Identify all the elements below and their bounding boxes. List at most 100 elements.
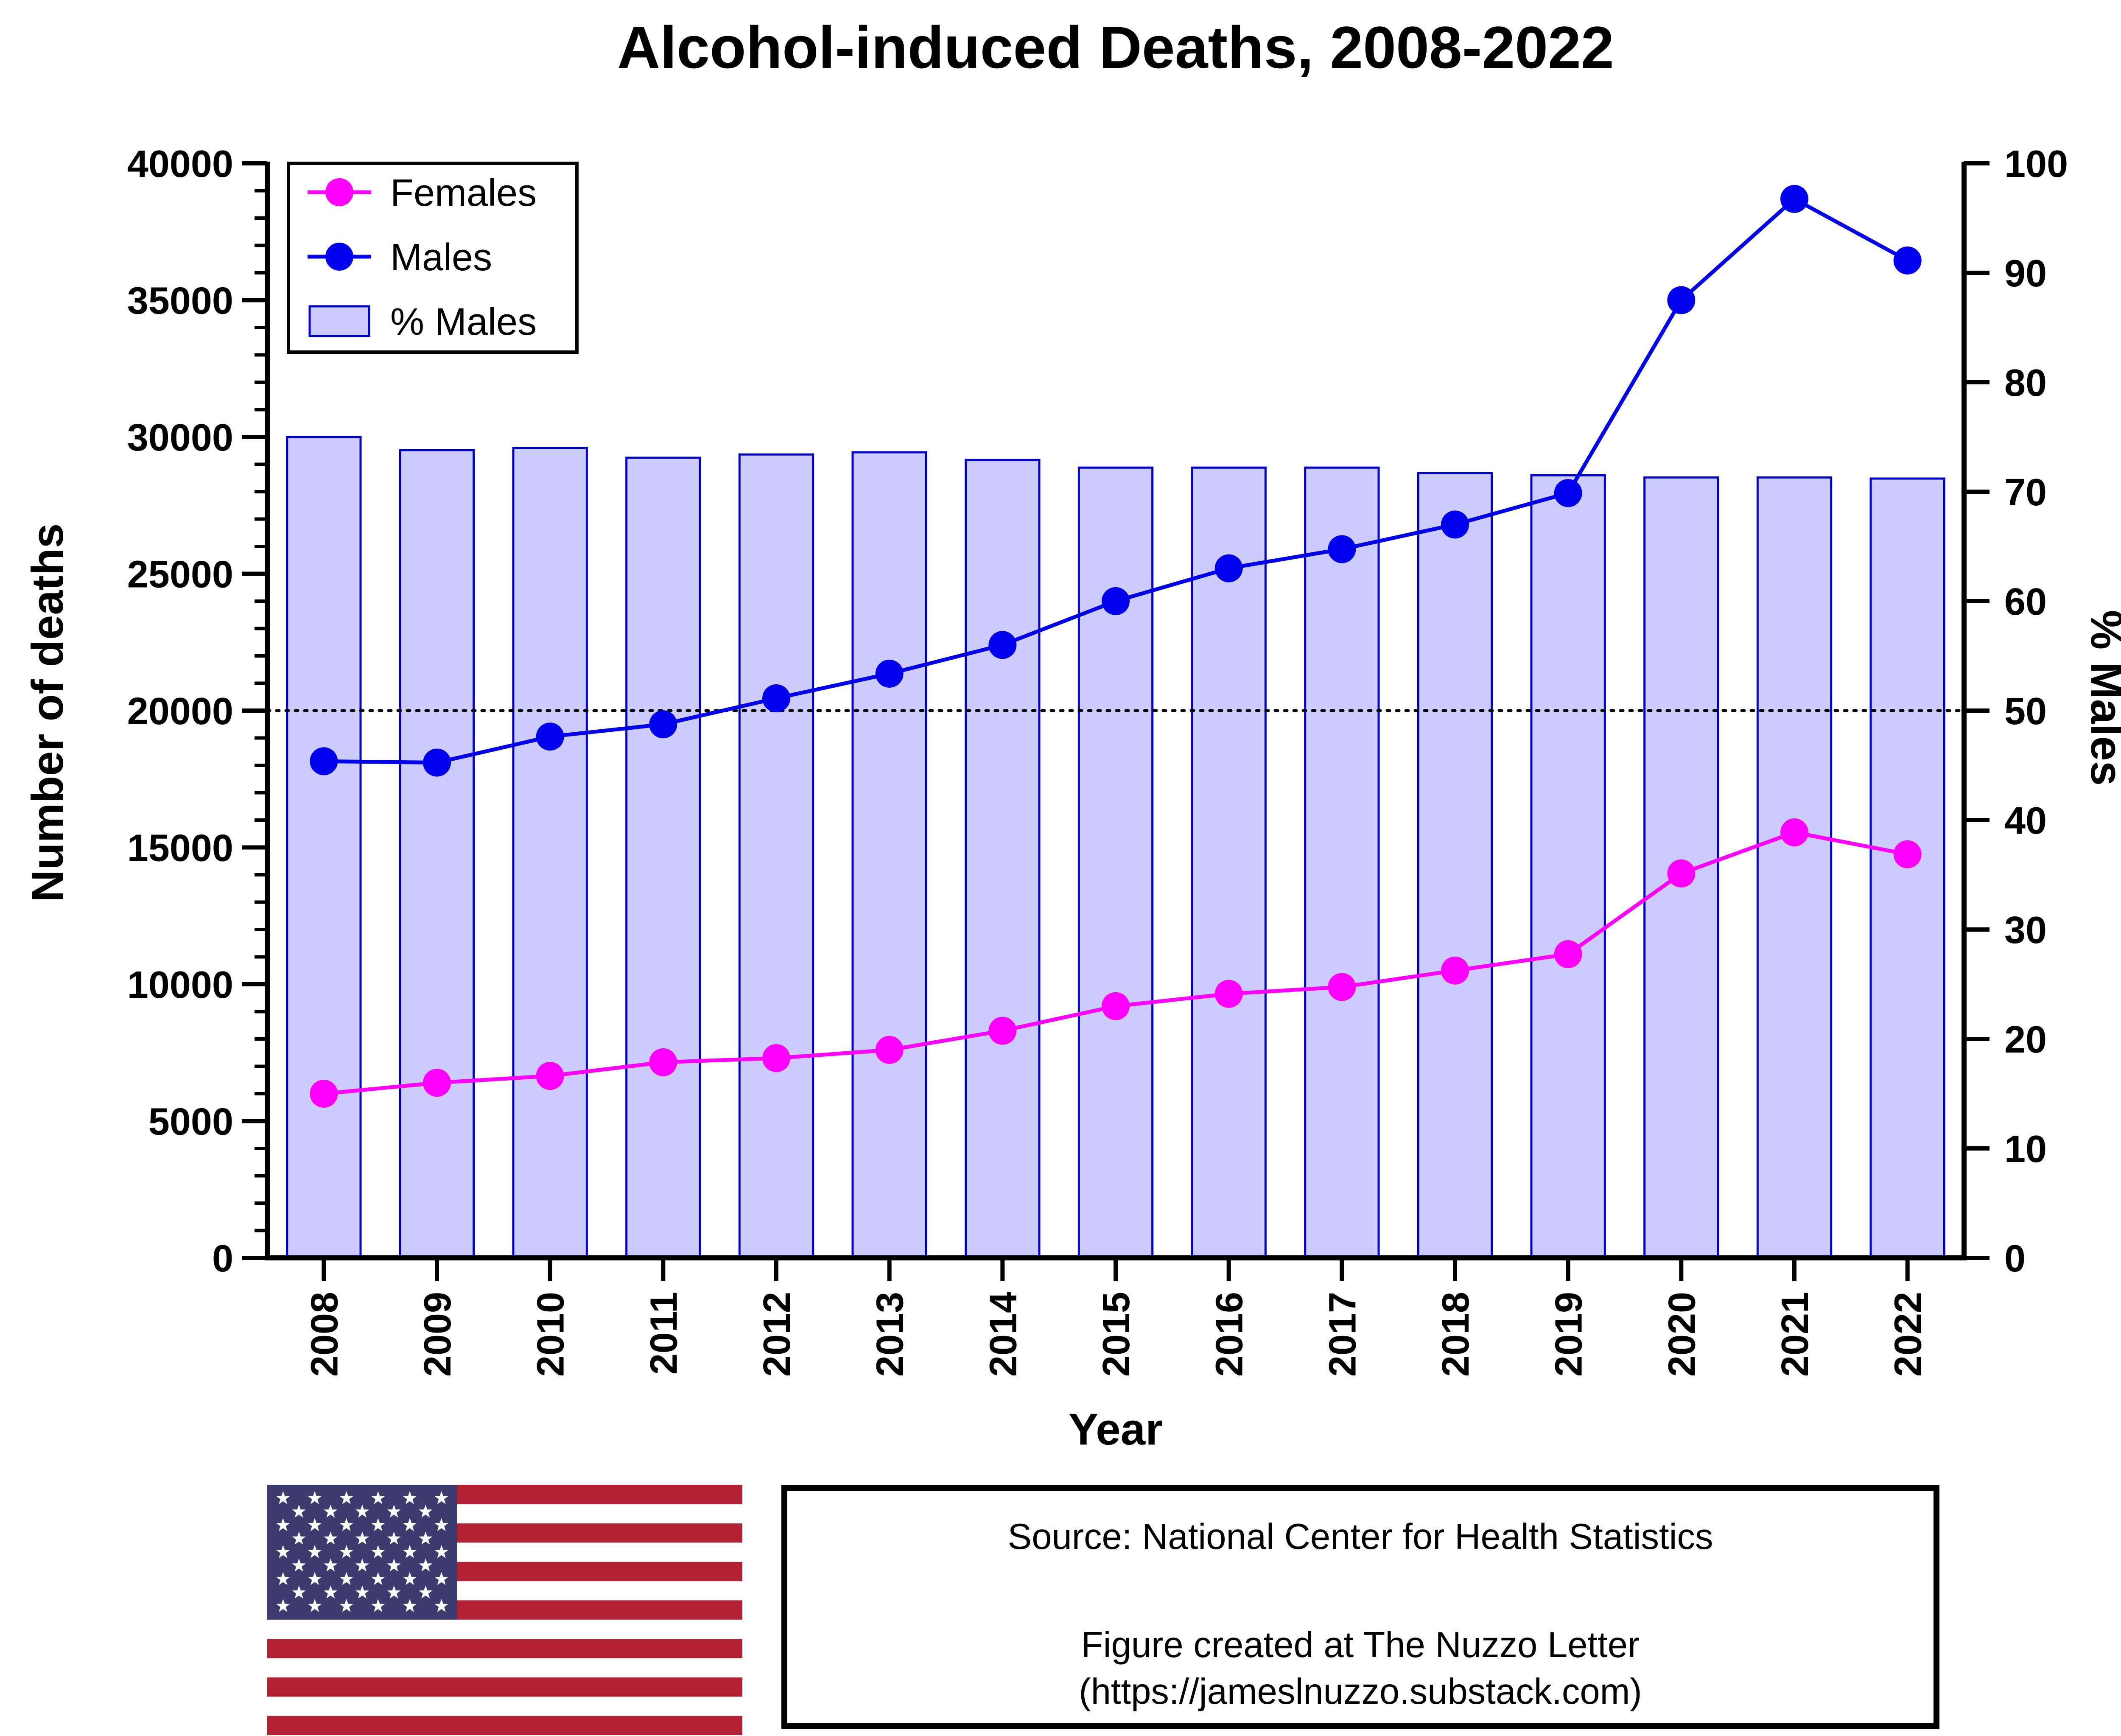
flag-star [387, 1504, 401, 1518]
flag-star [371, 1545, 385, 1558]
x-tick-label: 2016 [1209, 1292, 1251, 1377]
flag-star [324, 1558, 338, 1572]
flag-star [276, 1545, 290, 1558]
flag-star [276, 1518, 290, 1532]
y-right-tick-label: 50 [2004, 690, 2047, 733]
y-right-tick-label: 60 [2004, 581, 2047, 623]
source-text: Source: National Center for Health Stati… [1007, 1517, 1713, 1557]
flag-star [355, 1532, 369, 1545]
bar-pct-males-2012 [738, 453, 814, 1259]
point-females-2016 [1214, 980, 1243, 1008]
x-tick-label: 2008 [303, 1292, 346, 1377]
flag-star [339, 1518, 353, 1532]
legend-label-females: Females [390, 172, 537, 214]
point-males-2017 [1328, 535, 1356, 563]
bar-pct-males-2019 [1530, 474, 1606, 1259]
y-right-tick-label: 70 [2004, 471, 2047, 514]
flag-star [355, 1558, 369, 1572]
y-left-tick-label: 35000 [127, 280, 233, 322]
flag-star [403, 1545, 417, 1558]
flag-star [419, 1585, 433, 1599]
y-left-tick-label: 25000 [127, 554, 233, 596]
point-males-2010 [536, 722, 564, 751]
flag-star [355, 1585, 369, 1599]
x-tick-label: 2014 [982, 1292, 1024, 1377]
us-flag-image [267, 1485, 742, 1735]
flag-star [403, 1572, 417, 1585]
point-males-2021 [1780, 185, 1808, 213]
plot-area: 0 5000 10000 15000 20000 25000 30000 35000 40000… [127, 143, 2068, 1377]
y-left-tick-label: 40000 [127, 143, 233, 185]
y-right-tick-label: 10 [2004, 1128, 2047, 1170]
y-right-tick-label: 20 [2004, 1019, 2047, 1061]
y-right-tick-label: 30 [2004, 909, 2047, 952]
x-tick-label: 2011 [643, 1292, 685, 1375]
point-males-2012 [762, 684, 790, 712]
point-males-2014 [988, 631, 1017, 659]
point-females-2011 [649, 1048, 677, 1076]
x-tick-label: 2015 [1095, 1292, 1138, 1377]
point-males-2008 [310, 747, 338, 776]
flag-star [308, 1491, 322, 1504]
y-right-tick-label: 0 [2004, 1238, 2026, 1280]
point-females-2010 [536, 1062, 564, 1090]
x-tick-label: 2012 [756, 1292, 798, 1377]
point-females-2018 [1441, 956, 1469, 985]
point-females-2014 [988, 1016, 1017, 1045]
flag-star [308, 1599, 322, 1612]
x-tick-label: 2022 [1887, 1292, 1930, 1377]
flag-star [308, 1572, 322, 1585]
flag-star [324, 1585, 338, 1599]
point-males-2016 [1214, 554, 1243, 582]
flag-red-stripe [267, 1639, 742, 1658]
x-axis-label: Year [1069, 1405, 1163, 1454]
flag-star [339, 1491, 353, 1504]
y-left-tick-label: 30000 [127, 417, 233, 459]
flag-star [434, 1572, 448, 1585]
flag-red-stripe [267, 1716, 742, 1735]
flag-red-stripe [267, 1677, 742, 1697]
y-right-tick-label: 90 [2004, 252, 2047, 295]
legend-swatch-marker-females [325, 178, 353, 206]
flag-star [339, 1572, 353, 1585]
point-males-2022 [1893, 246, 1922, 274]
credit-url: (https://jameslnuzzo.substack.com) [1079, 1672, 1642, 1712]
flag-star [292, 1504, 306, 1518]
point-females-2013 [875, 1036, 904, 1064]
x-tick-label: 2021 [1774, 1292, 1816, 1377]
y-left-tick-label: 0 [212, 1238, 233, 1280]
point-males-2013 [875, 659, 904, 688]
y-left-tick-label: 15000 [127, 827, 233, 870]
y-left-tick-label: 20000 [127, 690, 233, 733]
flag-star [308, 1545, 322, 1558]
flag-star [324, 1504, 338, 1518]
chart-title: Alcohol-induced Deaths, 2008-2022 [617, 14, 1614, 81]
flag-star [355, 1504, 369, 1518]
bar-pct-males-2014 [965, 459, 1041, 1259]
flag-star [387, 1585, 401, 1599]
y-axis-label-right: % Males [2082, 610, 2121, 786]
x-tick-label: 2010 [530, 1292, 572, 1377]
legend-swatch-bar--males [308, 305, 370, 337]
flag-star [292, 1585, 306, 1599]
point-males-2015 [1102, 587, 1130, 615]
point-females-2019 [1554, 940, 1582, 969]
flag-star [387, 1532, 401, 1545]
x-tick-label: 2017 [1321, 1292, 1364, 1377]
y-right-tick-label: 100 [2004, 143, 2068, 185]
bar-pct-males-2013 [851, 451, 927, 1259]
flag-star [371, 1518, 385, 1532]
flag-star [434, 1599, 448, 1612]
flag-star [276, 1491, 290, 1504]
bar-pct-males-2015 [1077, 466, 1154, 1259]
point-females-2017 [1328, 973, 1356, 1001]
legend-swatch-marker-males [325, 243, 353, 271]
y-right-tick-label: 40 [2004, 800, 2047, 842]
point-females-2022 [1893, 840, 1922, 868]
flag-star [419, 1504, 433, 1518]
point-females-2012 [762, 1044, 790, 1072]
legend-label-males: Males [390, 236, 492, 279]
bar-pct-males-2010 [512, 447, 588, 1259]
flag-star [276, 1572, 290, 1585]
flag-star [292, 1532, 306, 1545]
